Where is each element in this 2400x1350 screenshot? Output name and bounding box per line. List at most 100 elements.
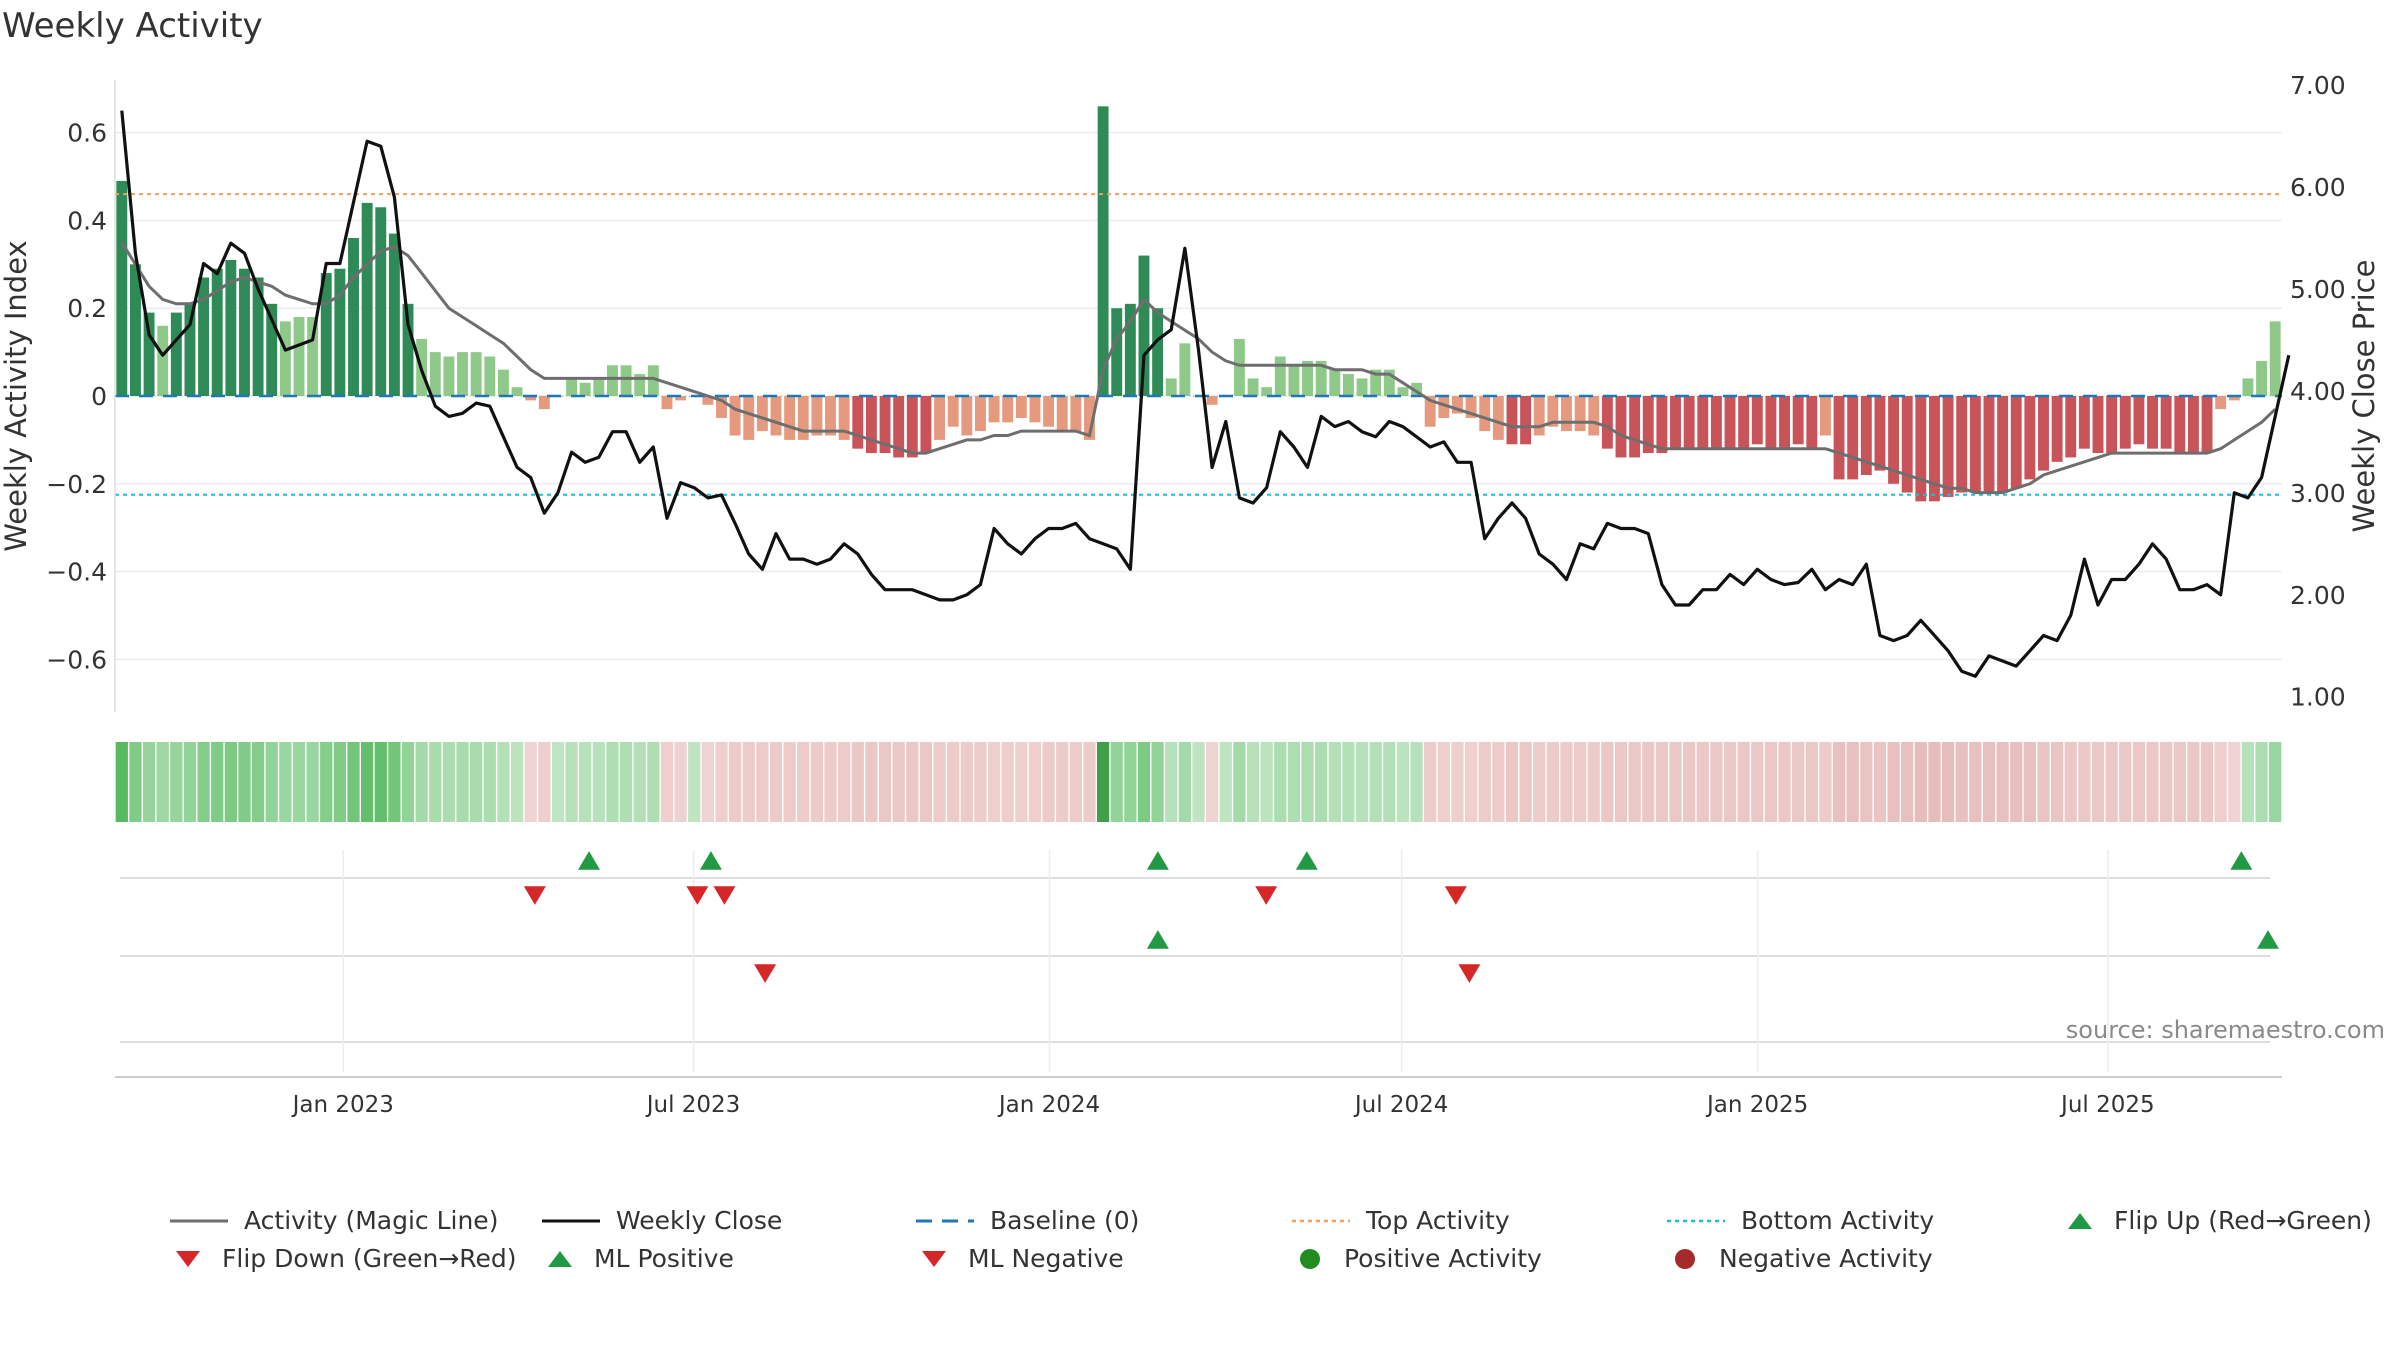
legend-label: Negative Activity (1719, 1244, 1933, 1273)
heat-strip-cell (987, 742, 1001, 822)
heat-strip-cell (197, 742, 210, 822)
activity-bar (1043, 396, 1055, 427)
activity-bar (2228, 396, 2240, 401)
heat-strip-cell (2173, 742, 2186, 822)
heat-strip-cell (1628, 742, 1641, 822)
legend-item: Bottom Activity (1665, 1206, 1934, 1235)
heat-strip-cell (1464, 742, 1478, 822)
activity-bar (1424, 396, 1436, 427)
activity-bar (1533, 396, 1545, 436)
heat-strip-cell (1410, 742, 1423, 822)
heat-strip-cell (1737, 742, 1750, 822)
series-lines (120, 110, 2291, 678)
heat-strip-cell (2187, 742, 2200, 822)
heat-strip-cell (783, 742, 796, 822)
heat-strip-cell (660, 742, 674, 822)
activity-bar (743, 396, 755, 440)
y2-axis-title: Weekly Close Price (2347, 260, 2381, 533)
y2-tick-label: 1.00 (2290, 683, 2346, 712)
y-tick-label: −0.2 (46, 470, 107, 499)
activity-bar (2119, 396, 2131, 449)
legend-item: Flip Down (Green→Red) (168, 1244, 517, 1273)
legend-item: Positive Activity (1290, 1244, 1542, 1273)
heat-strip-cell (129, 742, 142, 822)
activity-bar (1588, 396, 1600, 436)
activity-bar (1138, 255, 1150, 396)
activity-bar (1642, 396, 1654, 454)
heat-strip-cell (865, 742, 878, 822)
ml-positive-marker (1146, 930, 1169, 949)
activity-bar (1411, 382, 1423, 396)
heat-strip-cell (838, 742, 851, 822)
heat-strip-cell (960, 742, 973, 822)
heat-strip-cell (1396, 742, 1410, 822)
heat-strip-cell (1587, 742, 1600, 822)
activity-bar (1847, 396, 1859, 480)
legend-label: ML Positive (594, 1244, 734, 1273)
weekly-close-series (120, 110, 2291, 678)
heat-strip-cell (1696, 742, 1709, 822)
heat-strip-cell (224, 742, 237, 822)
activity-bar (1983, 396, 1995, 493)
activity-bar (484, 356, 496, 396)
activity-bar (2201, 396, 2213, 454)
y2-tick-label: 4.00 (2290, 377, 2346, 406)
activity-bar (184, 303, 196, 396)
activity-bar (2147, 396, 2158, 449)
heat-strip-cell (551, 742, 565, 822)
heat-strip-cell (1805, 742, 1818, 822)
heat-strip-cell (510, 742, 524, 822)
heat-strip-cell (1560, 742, 1573, 822)
activity-bar (361, 202, 373, 396)
activity-bar (1438, 396, 1450, 418)
legend-label: Bottom Activity (1741, 1206, 1935, 1235)
heat-strip-cell (1165, 742, 1178, 822)
heat-strip-cell (2241, 742, 2255, 822)
activity-bar (2078, 396, 2090, 449)
legend-item: ML Positive (540, 1244, 734, 1273)
activity-bar (756, 396, 768, 432)
heat-strip-cell (824, 742, 837, 822)
activity-bar (593, 378, 605, 396)
activity-bar (2092, 396, 2104, 454)
heat-strip-cell (892, 742, 905, 822)
heat-strip-cell (1056, 742, 1069, 822)
activity-bar (2160, 396, 2172, 449)
heat-strip-cell (1914, 742, 1927, 822)
heat-strip-cell (1683, 742, 1696, 822)
activity-bar (2187, 396, 2199, 454)
activity-bar (1329, 369, 1341, 396)
activity-bar (1206, 396, 1218, 405)
heat-strip-cell (2200, 742, 2214, 822)
activity-bar (1342, 374, 1354, 396)
activity-bar (457, 352, 468, 396)
activity-bar (920, 396, 932, 454)
activity-bar (1124, 303, 1136, 396)
heat-strip-cell (647, 742, 660, 822)
heat-strip-cell (633, 742, 646, 822)
heat-strip-cell (279, 742, 292, 822)
activity-bar (2106, 396, 2118, 454)
heat-strip-cell (2023, 742, 2036, 822)
activity-bar (1683, 396, 1695, 449)
heat-strip-cell (1928, 742, 1941, 822)
activity-bar (279, 321, 291, 396)
chart-canvas: 0.6 0.4 0.2 0 −0.2 −0.4 −0.6 7.00 6.00 5.00 4.00 3.… (0, 71, 2385, 1118)
activity-bar (1029, 396, 1041, 423)
heat-strip-cell (429, 742, 442, 822)
activity-bar (2133, 396, 2145, 445)
heat-strip-cell (1573, 742, 1587, 822)
activity-bar (252, 277, 264, 396)
heat-strip-cell (565, 742, 578, 822)
heat-strip-cell (1669, 742, 1682, 822)
y2-tick-label: 7.00 (2290, 71, 2346, 100)
heat-strip-cell (674, 742, 687, 822)
activity-bar (2010, 396, 2022, 489)
heat-strip-cell (2091, 742, 2105, 822)
activity-bar (1288, 365, 1300, 396)
heat-strip-cell (1546, 742, 1559, 822)
activity-bar (770, 396, 782, 436)
legend-label: Positive Activity (1344, 1244, 1542, 1273)
activity-bar (116, 180, 128, 396)
heat-strip-cell (442, 742, 456, 822)
